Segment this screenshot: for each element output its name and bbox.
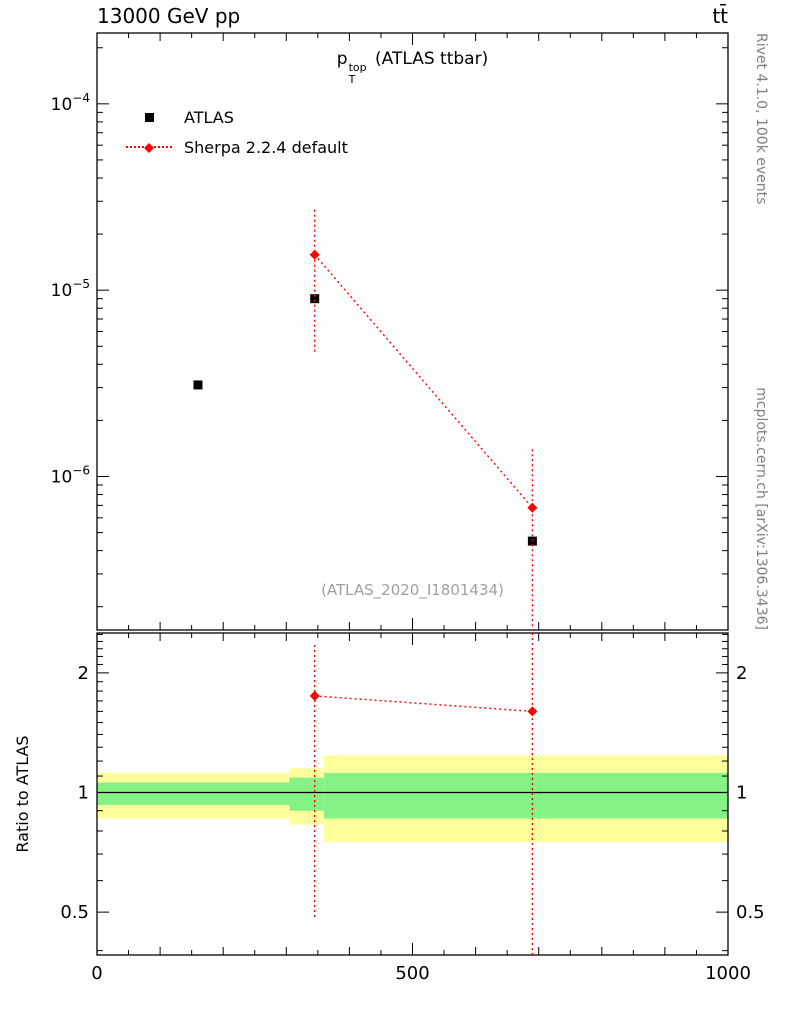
series-line [314,254,533,509]
observable-suffix: (ATLAS ttbar) [369,49,489,69]
rivet-version-label: Rivet 4.1.0, 100k events [753,33,769,204]
atlas-square-marker-icon [144,112,154,122]
observable-subscript: T [348,73,356,87]
process-label: tt̄ [712,4,728,28]
legend: ATLAS Sherpa 2.2.4 default [123,102,348,162]
ratio-tick-label-right: 1 [736,783,747,804]
ratio-tick-label-right: 2 [736,663,747,684]
series-line [314,695,533,713]
ratio-tick-label-left: 1 [78,783,89,804]
chart-render-layer: 0 500 1000 10−4 10−5 10−6 0.5 0.5 1 1 2 2 [51,32,765,984]
analysis-id-watermark: (ATLAS_2020_I1801434) [321,581,504,599]
data-point-diamond [309,690,320,701]
data-point-diamond [527,706,538,717]
legend-marker-cell [123,112,175,122]
x-tick-label: 1000 [705,963,751,984]
stat-uncertainty-band [289,777,325,811]
mcplots-arxiv-label: mcplots.cern.ch [arXiv:1306.3436] [753,387,769,630]
beam-energy-label: 13000 GeV pp [97,4,241,28]
observable-title: p top T (ATLAS ttbar) [97,49,728,86]
x-tick-label: 500 [395,963,429,984]
legend-item-atlas: ATLAS [123,102,348,132]
data-point-square [310,294,320,304]
ratio-tick-label-left: 2 [78,663,89,684]
data-point-diamond [309,249,320,260]
legend-label-sherpa: Sherpa 2.2.4 default [184,137,348,157]
observable-superscript: top [348,61,367,74]
stat-uncertainty-band [97,782,290,806]
ratio-tick-label-right: 0.5 [736,902,765,923]
legend-item-sherpa: Sherpa 2.2.4 default [123,132,348,162]
observable-symbol: p [336,49,348,69]
sherpa-diamond-marker-icon [144,143,154,153]
legend-marker-cell [123,143,175,153]
y-tick-label: 10−5 [51,277,90,301]
x-tick-label: 0 [91,963,102,984]
data-point-square [193,380,203,390]
data-point-diamond [527,502,538,513]
sherpa-dotted-line-icon [126,143,172,153]
legend-label-atlas: ATLAS [184,107,234,127]
ratio-tick-label-left: 0.5 [60,902,89,923]
ratio-y-axis-label: Ratio to ATLAS [13,735,32,852]
plot-header: 13000 GeV pp tt̄ [97,4,728,28]
y-tick-label: 10−6 [51,463,90,487]
y-tick-label: 10−4 [51,91,90,115]
observable-sub-sup: top T [348,61,367,87]
stat-uncertainty-band [324,772,728,819]
